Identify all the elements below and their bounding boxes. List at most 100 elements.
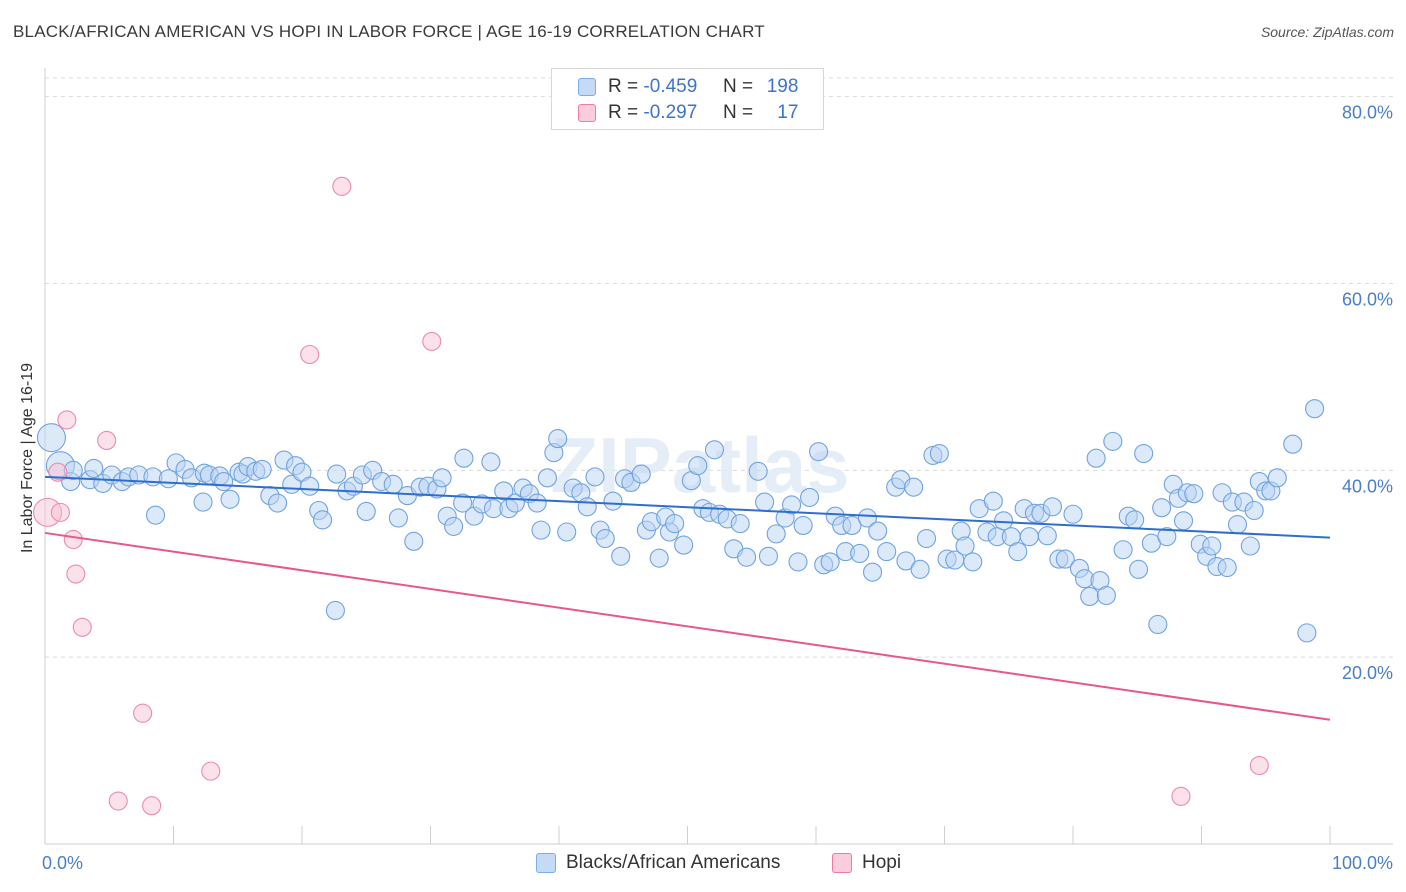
- data-point: [1157, 527, 1177, 547]
- n-value-hopi: 17: [777, 102, 799, 123]
- data-point: [1042, 497, 1062, 517]
- series-legend: Blacks/African Americans Hopi: [0, 852, 1406, 878]
- data-point: [252, 459, 272, 479]
- source-label: Source: ZipAtlas.com: [1260, 24, 1394, 40]
- data-point: [444, 516, 464, 536]
- data-point: [1297, 623, 1317, 643]
- data-point: [688, 456, 708, 476]
- n-label: N =: [723, 102, 754, 123]
- legend-item-hopi[interactable]: Hopi: [832, 852, 901, 874]
- data-point: [50, 502, 70, 522]
- data-point: [857, 508, 877, 528]
- data-point: [332, 176, 352, 196]
- data-point: [877, 542, 897, 562]
- data-point: [481, 452, 501, 472]
- data-point: [97, 430, 117, 450]
- data-point: [388, 508, 408, 528]
- y-tick-label: 40.0%: [1342, 476, 1393, 496]
- data-point: [755, 492, 775, 512]
- data-point: [84, 458, 104, 479]
- y-tick-label: 20.0%: [1342, 663, 1393, 683]
- legend-label-blacks: Blacks/African Americans: [566, 852, 781, 873]
- y-tick-label: 80.0%: [1342, 103, 1393, 123]
- data-point: [868, 521, 888, 541]
- data-point: [649, 548, 669, 568]
- n-value-blacks: 198: [766, 76, 799, 97]
- data-point: [300, 476, 320, 496]
- data-point: [133, 703, 153, 723]
- legend-item-blacks[interactable]: Blacks/African Americans: [536, 852, 780, 874]
- data-point: [800, 487, 820, 507]
- r-value-hopi: -0.297: [643, 102, 698, 123]
- data-point: [557, 522, 577, 542]
- data-point: [820, 552, 840, 572]
- data-point: [325, 600, 345, 621]
- data-point: [432, 468, 452, 488]
- data-point: [453, 493, 473, 513]
- data-point: [916, 528, 937, 549]
- blacks-swatch: [578, 78, 596, 96]
- hopi-swatch: [578, 104, 596, 122]
- data-point: [1240, 536, 1260, 556]
- data-point: [72, 617, 92, 637]
- n-label: N =: [723, 76, 754, 97]
- points-blacks: [36, 399, 1325, 643]
- data-point: [585, 467, 605, 487]
- data-point: [201, 761, 221, 781]
- data-point: [1086, 448, 1106, 468]
- data-point: [1244, 500, 1264, 521]
- data-point: [1037, 526, 1057, 546]
- data-point: [145, 505, 166, 525]
- data-point: [454, 448, 474, 468]
- data-point: [57, 410, 77, 430]
- stats-legend: R = -0.459 N = 198 R = -0.297 N = 17: [551, 68, 824, 130]
- legend-swatch-hopi: [832, 853, 852, 873]
- data-point: [782, 495, 802, 515]
- data-point: [983, 491, 1003, 511]
- axes: [44, 68, 1393, 845]
- data-point: [214, 472, 234, 492]
- data-point: [1125, 510, 1145, 530]
- data-point: [66, 564, 86, 584]
- data-point: [850, 543, 870, 564]
- data-point: [36, 423, 66, 453]
- data-point: [994, 511, 1014, 531]
- trendline-blacks: [44, 475, 1331, 539]
- data-point: [1171, 786, 1191, 806]
- data-point: [220, 489, 240, 509]
- data-point: [327, 464, 347, 484]
- data-point: [788, 552, 808, 572]
- data-point: [1217, 557, 1237, 578]
- data-point: [1173, 511, 1194, 531]
- data-point: [1128, 559, 1149, 579]
- data-point: [842, 515, 862, 536]
- data-point: [631, 464, 651, 484]
- data-point: [929, 443, 949, 464]
- data-point: [527, 493, 547, 513]
- data-point: [730, 514, 750, 534]
- data-point: [142, 796, 162, 816]
- data-point: [674, 535, 694, 555]
- data-point: [1202, 536, 1222, 556]
- data-point: [1103, 431, 1123, 451]
- data-point: [108, 791, 128, 811]
- data-point: [603, 491, 623, 511]
- r-label: R =: [608, 102, 639, 123]
- legend-label-hopi: Hopi: [862, 852, 902, 873]
- data-point: [404, 531, 424, 551]
- data-point: [577, 497, 597, 517]
- data-point: [1008, 542, 1028, 562]
- data-point: [904, 477, 924, 497]
- data-point: [1080, 586, 1100, 607]
- data-point: [1134, 443, 1154, 464]
- data-point: [1305, 399, 1325, 419]
- data-point: [494, 481, 514, 501]
- data-point: [704, 440, 725, 460]
- data-point: [158, 469, 178, 489]
- data-point: [793, 515, 813, 536]
- data-point: [910, 559, 930, 579]
- data-point: [1113, 540, 1133, 560]
- trendline-hopi: [44, 531, 1331, 721]
- data-point: [313, 510, 333, 530]
